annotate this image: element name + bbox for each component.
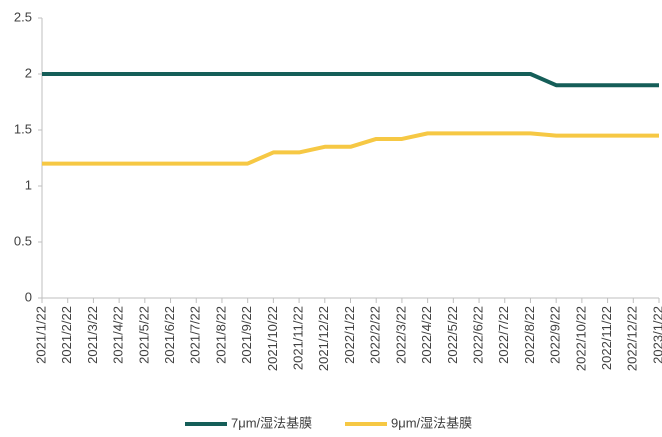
x-tick-label: 2022/11/22	[599, 306, 614, 370]
x-tick-label: 2022/9/22	[548, 306, 563, 364]
x-tick-label: 2021/2/22	[59, 306, 74, 364]
x-tick-label: 2021/11/22	[291, 306, 306, 370]
y-tick-label: 1.5	[14, 121, 32, 136]
y-tick-label: 0.5	[14, 233, 32, 248]
series-line	[42, 72, 659, 88]
x-tick-label: 2021/12/22	[316, 306, 331, 371]
x-tick-label: 2021/5/22	[136, 306, 151, 364]
x-tick-label: 2021/3/22	[85, 306, 100, 364]
x-tick-label: 2022/6/22	[470, 306, 485, 364]
x-tick-label: 2022/12/22	[625, 306, 640, 371]
x-tick-label: 2021/9/22	[239, 306, 254, 364]
x-tick-label: 2023/1/22	[650, 306, 662, 364]
x-tick-label: 2021/8/22	[213, 306, 228, 364]
x-tick-label: 2022/8/22	[522, 306, 537, 364]
x-tick-label: 2022/2/22	[368, 306, 383, 364]
legend-label: 7μm/湿法基膜	[231, 415, 312, 430]
x-tick-label: 2021/1/22	[33, 306, 48, 364]
x-tick-label: 2021/6/22	[162, 306, 177, 364]
x-tick-label: 2021/7/22	[188, 306, 203, 364]
y-tick-label: 0	[25, 289, 32, 304]
x-tick-label: 2021/4/22	[111, 306, 126, 364]
x-tick-label: 2022/4/22	[419, 306, 434, 364]
series-line	[42, 131, 659, 166]
x-tick-label: 2022/5/22	[445, 306, 460, 364]
legend-label: 9μm/湿法基膜	[391, 415, 472, 430]
y-tick-label: 2	[25, 65, 32, 80]
y-tick-label: 2.5	[14, 9, 32, 24]
y-tick-label: 1	[25, 177, 32, 192]
x-tick-label: 2022/10/22	[573, 306, 588, 371]
x-tick-label: 2022/3/22	[393, 306, 408, 364]
x-tick-label: 2022/1/22	[342, 306, 357, 364]
x-tick-label: 2021/10/22	[265, 306, 280, 371]
x-tick-label: 2022/7/22	[496, 306, 511, 364]
